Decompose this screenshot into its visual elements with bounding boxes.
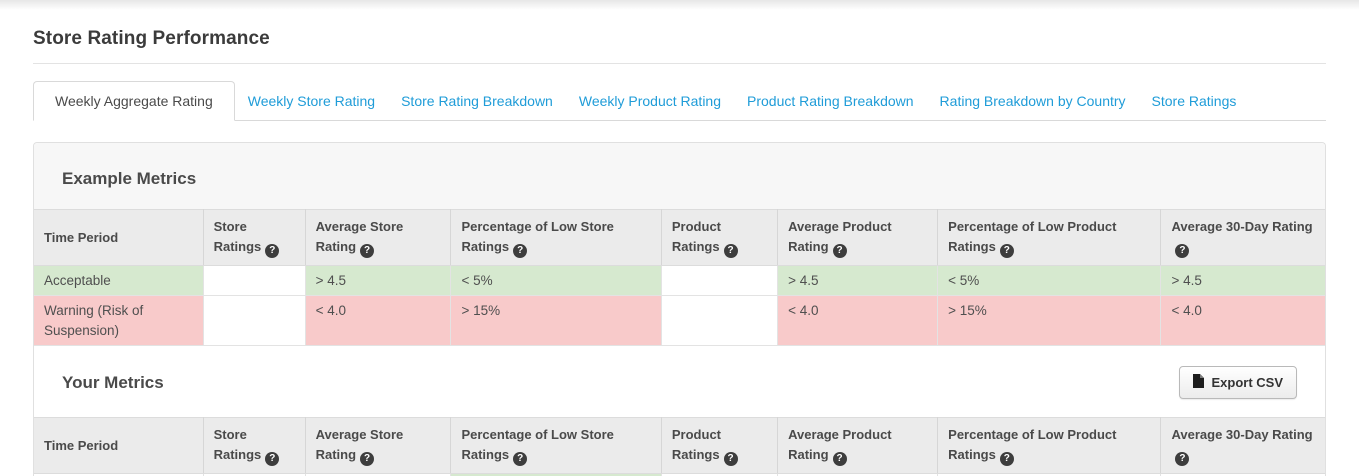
column-header-time-period: Time Period bbox=[34, 209, 204, 266]
tab-weekly-store-rating[interactable]: Weekly Store Rating bbox=[247, 93, 376, 109]
example-metrics-heading: Example Metrics bbox=[62, 169, 197, 188]
help-icon[interactable]: ? bbox=[832, 243, 847, 258]
tab-store-rating-breakdown[interactable]: Store Rating Breakdown bbox=[401, 93, 553, 109]
help-icon[interactable]: ? bbox=[360, 243, 375, 258]
tab-weekly-aggregate-rating[interactable]: Weekly Aggregate Rating bbox=[33, 81, 235, 121]
table-row-partial bbox=[34, 472, 1325, 476]
your-metrics-header-row: Time Period Store Ratings? Average Store… bbox=[34, 417, 1325, 474]
help-icon[interactable]: ? bbox=[999, 243, 1014, 258]
column-header-average-product-rating: Average Product Rating? bbox=[777, 417, 939, 474]
export-csv-button[interactable]: Export CSV bbox=[1179, 366, 1297, 400]
column-header-time-period: Time Period bbox=[34, 417, 204, 474]
export-csv-label: Export CSV bbox=[1211, 375, 1283, 391]
main-content: Store Rating Performance Weekly Aggregat… bbox=[33, 28, 1326, 476]
table-row-acceptable: Acceptable > 4.5 < 5% > 4.5 < 5% > 4.5 bbox=[34, 264, 1325, 297]
help-icon[interactable]: ? bbox=[265, 451, 280, 466]
help-icon[interactable]: ? bbox=[265, 243, 280, 258]
help-icon[interactable]: ? bbox=[1175, 451, 1190, 466]
tab-rating-breakdown-by-country[interactable]: Rating Breakdown by Country bbox=[939, 93, 1126, 109]
tab-bar: Weekly Aggregate Rating Weekly Store Rat… bbox=[33, 81, 1326, 121]
column-header-pct-low-store-ratings: Percentage of Low Store Ratings? bbox=[450, 417, 662, 474]
example-metrics-header: Example Metrics bbox=[34, 143, 1325, 209]
your-metrics-heading: Your Metrics bbox=[62, 372, 164, 392]
help-icon[interactable]: ? bbox=[723, 451, 738, 466]
table-row-warning: Warning (Risk of Suspension) < 4.0 > 15%… bbox=[34, 295, 1325, 347]
tab-product-rating-breakdown[interactable]: Product Rating Breakdown bbox=[747, 93, 914, 109]
metrics-panel: Example Metrics Time Period Store Rating… bbox=[33, 142, 1326, 476]
column-header-pct-low-store-ratings: Percentage of Low Store Ratings? bbox=[450, 209, 662, 266]
column-header-average-30-day-rating: Average 30-Day Rating? bbox=[1160, 209, 1325, 266]
your-metrics-header: Your Metrics Export CSV bbox=[34, 346, 1325, 417]
column-header-average-store-rating: Average Store Rating? bbox=[305, 209, 452, 266]
tab-store-ratings[interactable]: Store Ratings bbox=[1151, 93, 1237, 109]
column-header-store-ratings: Store Ratings? bbox=[203, 417, 306, 474]
help-icon[interactable]: ? bbox=[723, 243, 738, 258]
help-icon[interactable]: ? bbox=[360, 451, 375, 466]
file-icon bbox=[1193, 374, 1205, 391]
column-header-product-ratings: Product Ratings? bbox=[661, 209, 779, 266]
help-icon[interactable]: ? bbox=[832, 451, 847, 466]
column-header-product-ratings: Product Ratings? bbox=[661, 417, 779, 474]
column-header-pct-low-product-ratings: Percentage of Low Product Ratings? bbox=[937, 417, 1162, 474]
column-header-average-store-rating: Average Store Rating? bbox=[305, 417, 452, 474]
help-icon[interactable]: ? bbox=[513, 451, 528, 466]
topbar-shadow bbox=[0, 0, 1359, 10]
tab-weekly-product-rating[interactable]: Weekly Product Rating bbox=[578, 93, 721, 109]
column-header-pct-low-product-ratings: Percentage of Low Product Ratings? bbox=[937, 209, 1162, 266]
your-metrics-table: Time Period Store Ratings? Average Store… bbox=[34, 417, 1325, 476]
example-metrics-table: Time Period Store Ratings? Average Store… bbox=[34, 209, 1325, 347]
column-header-average-product-rating: Average Product Rating? bbox=[777, 209, 939, 266]
help-icon[interactable]: ? bbox=[1175, 243, 1190, 258]
help-icon[interactable]: ? bbox=[999, 451, 1014, 466]
example-metrics-header-row: Time Period Store Ratings? Average Store… bbox=[34, 209, 1325, 266]
column-header-average-30-day-rating: Average 30-Day Rating? bbox=[1160, 417, 1325, 474]
column-header-store-ratings: Store Ratings? bbox=[203, 209, 306, 266]
title-divider bbox=[33, 63, 1326, 64]
page-title: Store Rating Performance bbox=[33, 28, 270, 49]
help-icon[interactable]: ? bbox=[513, 243, 528, 258]
